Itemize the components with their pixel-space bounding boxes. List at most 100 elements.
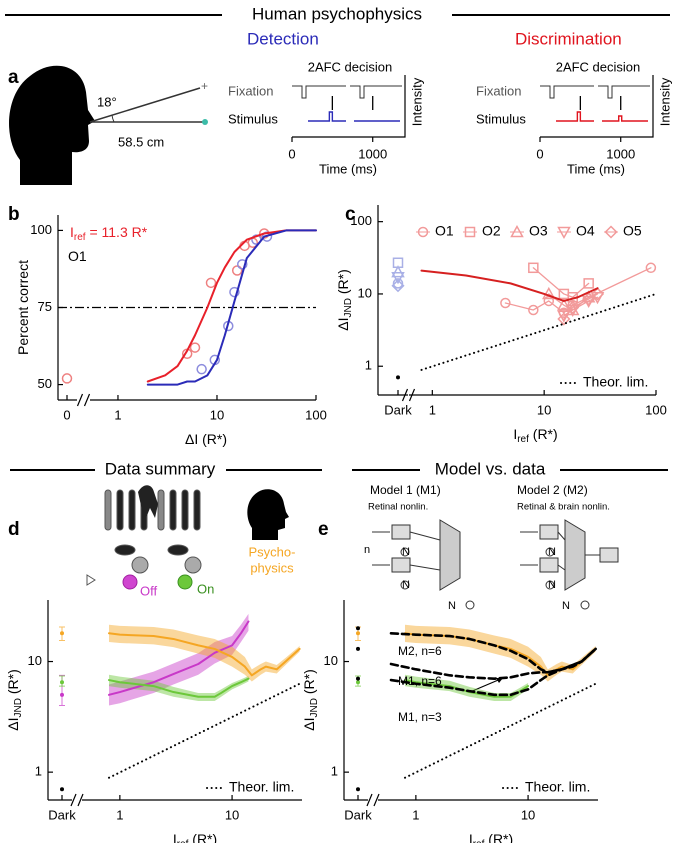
fixation-label: Fixation (228, 83, 274, 98)
label-part: JND (309, 698, 320, 717)
series-line (389, 647, 597, 697)
marker (356, 787, 360, 792)
x-tick-label: 100 (305, 407, 327, 422)
annotation: O1 (68, 248, 87, 264)
legend-marker (557, 226, 571, 240)
dark-tick-label: Dark (384, 402, 412, 417)
label-part: JND (13, 698, 24, 717)
label-part: ref (517, 434, 529, 445)
svg-text:+: + (201, 79, 208, 93)
x-tick-label: 100 (645, 402, 667, 417)
marker (528, 304, 539, 316)
x-axis-label: Iref (R*) (513, 426, 557, 445)
series-line (146, 229, 317, 386)
x-tick-label: 10 (537, 402, 551, 417)
annotation: M2, n=6 (398, 644, 442, 658)
marker (60, 787, 64, 792)
label-part: (R*) (5, 669, 21, 698)
y-tick-label: 100 (350, 213, 372, 228)
inset-tick-label: 1000 (606, 146, 635, 161)
fixation-trace (292, 85, 402, 99)
marker (261, 231, 273, 242)
inset-x-label: Time (ms) (319, 161, 377, 176)
x-axis-label: ΔI (R*) (185, 431, 227, 447)
panel-letter: a (8, 67, 19, 88)
model-N: N (402, 546, 410, 558)
model-title: Model 2 (M2) (517, 483, 588, 497)
head-icon: + (9, 65, 208, 185)
marker (229, 286, 240, 298)
y-tick-label: 1 (35, 764, 42, 779)
marker (392, 278, 404, 289)
y-axis-label: ΔIJND (R*) (335, 269, 354, 330)
model-diagrams (372, 519, 619, 610)
label-part: Percent correct (15, 260, 31, 355)
x-tick-label: 10 (225, 807, 239, 822)
y-tick-label: 1 (331, 764, 338, 779)
annotation: M1, n=6 (398, 674, 442, 688)
marker (356, 626, 360, 631)
panel-letter: d (8, 519, 20, 540)
x-tick-label: 1 (429, 402, 436, 417)
label-part: ref (473, 839, 485, 843)
label-part: I (469, 831, 473, 843)
model-N: N (548, 546, 556, 558)
inset-tick-label: 0 (288, 146, 295, 161)
marker (583, 278, 594, 289)
legend-marker (604, 225, 618, 239)
icon-label: Off (140, 583, 157, 598)
series-line (107, 682, 301, 779)
distance-label: 58.5 cm (118, 134, 164, 149)
model-N: N (448, 600, 456, 612)
section-header: Model vs. data (435, 459, 546, 478)
model-subtitle: Retinal & brain nonlin. (517, 502, 610, 513)
legend-label: Theor. lim. (583, 374, 648, 390)
confidence-band (404, 624, 596, 682)
marker (60, 692, 64, 697)
y-tick-label: 10 (324, 653, 338, 668)
label-part: ΔI (301, 717, 317, 730)
label-part: M1, n=3 (398, 710, 442, 724)
label-part: (R*) (484, 831, 513, 843)
y-tick-label: 75 (38, 299, 52, 314)
marker (196, 363, 207, 375)
annotation: M1, n=3 (398, 710, 442, 724)
annotation: Iref = 11.3 R* (70, 224, 148, 243)
marker (231, 265, 243, 276)
decision-arrows (331, 96, 374, 110)
y-tick-label: 10 (28, 653, 42, 668)
stimulus-trace (308, 111, 400, 122)
model-N: N (562, 600, 570, 612)
axis-break (76, 393, 91, 407)
x-tick-label: 10 (521, 807, 535, 822)
x-tick-label: 1 (412, 807, 419, 822)
x-tick-label: 1 (114, 407, 121, 422)
inset-tick-label: 0 (536, 146, 543, 161)
label-part: O1 (68, 248, 87, 264)
label-part: ΔI (335, 317, 351, 330)
legend-label: O5 (623, 223, 642, 239)
confidence-band (108, 624, 300, 682)
panel-letter: e (318, 519, 329, 540)
label-part: (R*) (529, 426, 558, 442)
icon-label: On (197, 581, 214, 596)
marker (396, 375, 400, 380)
legend-marker (464, 226, 476, 238)
panel-letter: c (345, 204, 356, 225)
series-line (403, 682, 597, 779)
inset-axes (292, 75, 406, 138)
marker (500, 297, 511, 309)
y-tick-label: 100 (30, 222, 52, 237)
model-N: N (548, 579, 556, 591)
dark-tick-label: 0 (63, 407, 70, 422)
legend-label: O3 (529, 223, 548, 239)
section-header: Human psychophysics (252, 4, 422, 23)
marker (237, 259, 248, 270)
y-tick-label: 1 (365, 358, 372, 373)
label-part: M1, n=6 (398, 674, 442, 688)
stimulus-label: Stimulus (228, 111, 278, 126)
label-part: (R*) (301, 669, 317, 698)
legend-label: Theor. lim. (229, 779, 294, 795)
y-axis-label: Percent correct (15, 260, 31, 355)
